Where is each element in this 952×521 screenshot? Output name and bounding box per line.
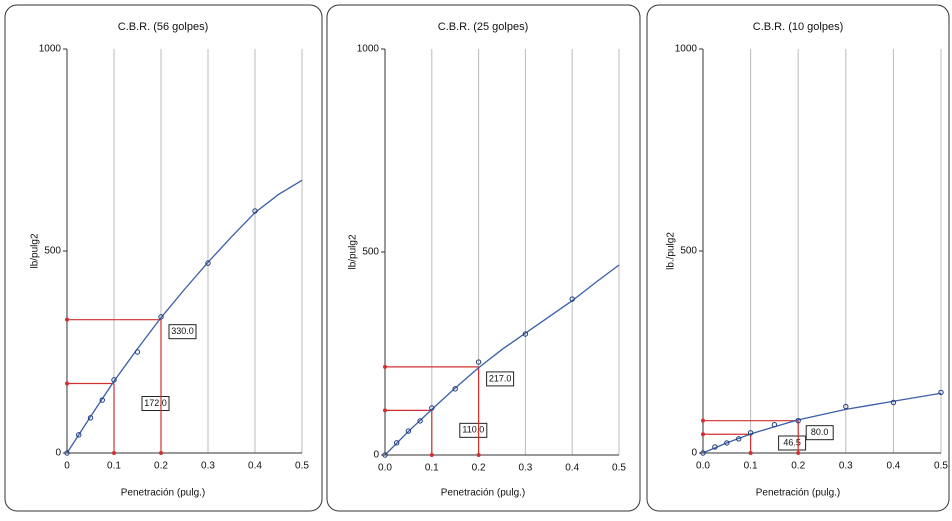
label-box [778, 435, 807, 451]
point [417, 418, 423, 424]
data-label: 172.0 [144, 398, 167, 408]
x-tick-label: 0.5 [934, 461, 948, 472]
point [771, 422, 778, 428]
y-tick-label: 1000 [675, 44, 698, 55]
x-tick-label: 0.4 [248, 461, 262, 472]
point [429, 405, 435, 411]
point [843, 403, 849, 410]
reading-dot [383, 364, 387, 369]
point [394, 440, 400, 446]
label-box [486, 371, 515, 387]
point [475, 359, 482, 365]
x-tick-label: 0.5 [612, 463, 626, 474]
data-label: 330.0 [171, 326, 194, 336]
point [405, 428, 412, 434]
point [205, 260, 211, 266]
data-label: 217.0 [489, 373, 512, 383]
x-axis-label: Penetración (pulg.) [756, 488, 841, 499]
point [712, 444, 718, 450]
x-axis-label: Penetración (pulg.) [441, 488, 526, 499]
x-axis-label: Penetración (pulg.) [121, 488, 206, 499]
y-tick-label: 500 [44, 246, 61, 257]
y-tick-label: 0 [373, 450, 379, 461]
point [452, 386, 458, 392]
point [522, 331, 529, 337]
x-tick-label: 0.1 [107, 461, 121, 472]
y-tick-label: 500 [680, 246, 697, 257]
chart-title: C.B.R. (10 golpes) [753, 21, 843, 33]
chart-title: C.B.R. (25 golpes) [438, 21, 528, 33]
y-tick-label: 1000 [357, 44, 380, 55]
chart-title: C.B.R. (56 golpes) [118, 21, 208, 33]
label-box [141, 396, 170, 412]
y-tick-label: 1000 [39, 44, 62, 55]
reading-dot [796, 451, 801, 455]
x-tick-label: 0 [64, 461, 70, 472]
curve [66, 179, 303, 454]
point [890, 399, 897, 406]
x-tick-label: 0.1 [425, 463, 439, 474]
reading-dot [112, 451, 116, 455]
reading-dot [159, 451, 163, 455]
reading-dot [701, 432, 705, 437]
y-axis-label: lb/pulg2 [348, 234, 359, 269]
point [747, 430, 754, 436]
y-tick-label: 500 [362, 247, 379, 258]
curve [702, 392, 942, 454]
y-tick-label: 0 [55, 448, 61, 459]
x-tick-label: 0.4 [886, 461, 900, 472]
point [569, 296, 575, 302]
point [724, 440, 730, 446]
point [252, 208, 258, 214]
x-tick-label: 0.1 [744, 461, 758, 472]
label-box [168, 324, 197, 340]
data-label: 80.0 [811, 427, 829, 437]
point [736, 436, 742, 442]
label-box [805, 425, 834, 441]
reading-dot [429, 453, 434, 457]
x-tick-label: 0.4 [565, 463, 579, 474]
point [99, 397, 105, 403]
point [76, 432, 82, 438]
point [938, 389, 944, 396]
y-tick-label: 0 [691, 448, 697, 459]
x-tick-label: 0.3 [201, 461, 215, 472]
x-tick-label: 0.2 [154, 461, 168, 472]
x-tick-label: 0.0 [378, 463, 392, 474]
reading-dot [383, 408, 387, 413]
data-label: 110.0 [462, 425, 484, 435]
reading-dot [748, 451, 753, 455]
x-tick-label: 0.3 [839, 461, 853, 472]
y-axis-label: lb/pulg2 [30, 233, 41, 268]
point [700, 450, 706, 456]
point [158, 314, 164, 320]
data-label: 46.5 [783, 437, 801, 447]
x-tick-label: 0.2 [791, 461, 805, 472]
label-box [459, 422, 488, 438]
reading-dot [476, 453, 481, 457]
x-tick-label: 0.3 [518, 463, 532, 474]
reading-dot [701, 418, 705, 423]
x-tick-label: 0.5 [295, 461, 309, 472]
y-axis-label: lb./pulg2 [666, 232, 677, 270]
reading-dot [65, 317, 69, 322]
point [382, 452, 388, 458]
point [134, 349, 141, 355]
curve [384, 264, 620, 456]
point [87, 415, 94, 421]
x-tick-label: 0.0 [696, 461, 710, 472]
reading-dot [65, 381, 69, 386]
point [795, 417, 801, 424]
point [111, 377, 117, 383]
panel [326, 4, 641, 512]
point [64, 450, 70, 456]
panel [4, 4, 323, 512]
x-tick-label: 0.2 [472, 463, 486, 474]
